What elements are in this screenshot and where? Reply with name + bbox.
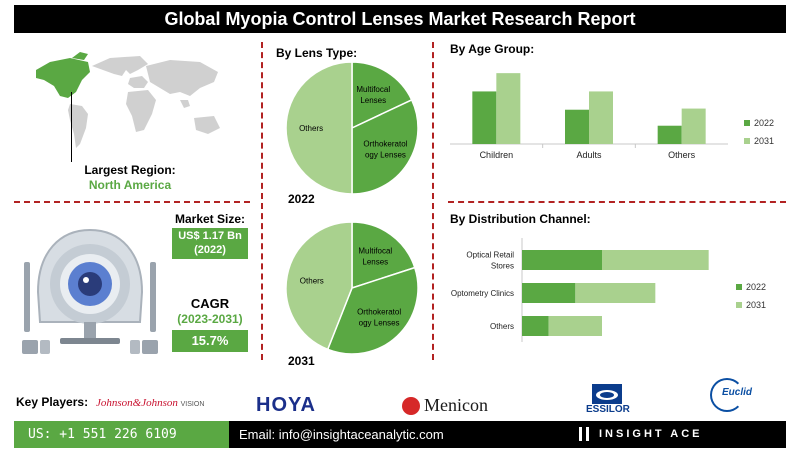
pie-2022-year: 2022	[288, 192, 315, 206]
legend-label: 2031	[746, 300, 766, 310]
essilor-logo-icon	[592, 384, 622, 404]
footer-bar: US: +1 551 226 6109 Email: info@insighta…	[14, 421, 786, 467]
bar	[657, 125, 682, 144]
market-size-value: US$ 1.17 Bn	[178, 230, 242, 242]
cagr-period: (2023-2031)	[177, 312, 243, 326]
footer-brand: INSIGHT ACE ANALYTIC	[559, 421, 786, 467]
cagr-label: CAGR	[190, 296, 230, 311]
jj-vision-logo: Johnson&Johnson VISION	[96, 397, 205, 409]
pie-slice-label: Multifocal Lenses	[356, 85, 390, 105]
euclid-logo: Euclid	[722, 387, 753, 398]
pie-slice	[285, 61, 353, 195]
bar	[602, 250, 709, 270]
largest-region-label: Largest Region:	[84, 163, 176, 177]
bar	[522, 250, 602, 270]
bar	[548, 316, 602, 336]
pie-slice	[326, 266, 419, 355]
age-group-bar-chart: Children Adults Others 2022 2031	[450, 73, 774, 160]
age-group-heading: By Age Group:	[450, 42, 535, 56]
distribution-channel-bar-chart: Optical Retail Stores Optometry Clinics Oth…	[451, 238, 766, 342]
separator-vertical-right	[432, 42, 434, 360]
pie-slice	[285, 221, 353, 351]
legend-swatch	[744, 138, 750, 144]
map-pointer-line	[71, 92, 72, 162]
category-label: Optometry Clinics	[451, 289, 514, 298]
pie-slice-label: Others	[300, 276, 324, 285]
bar	[522, 316, 549, 336]
category-label: Children	[480, 150, 514, 160]
bar	[575, 283, 656, 303]
euclid-logo-icon	[710, 378, 744, 412]
lens-type-heading: By Lens Type:	[276, 46, 358, 60]
pie-2031-year: 2031	[288, 354, 315, 368]
largest-region-value: North America	[88, 178, 172, 192]
pie-slice-label: Orthokeratol ogy Lenses	[357, 307, 401, 327]
separator-vertical-left	[261, 42, 263, 360]
category-label: Adults	[576, 150, 602, 160]
bar	[496, 73, 521, 144]
legend-label: 2022	[746, 282, 766, 292]
market-size-box: US$ 1.17 Bn (2022)	[172, 228, 248, 259]
market-size-year: (2022)	[194, 244, 226, 256]
eye-scanner-icon	[22, 228, 158, 354]
category-label: Optical Retail Stores	[466, 251, 514, 271]
brand-logo-icon	[579, 427, 589, 442]
legend-label: 2022	[754, 118, 774, 128]
separator-horizontal-right	[448, 201, 786, 203]
cagr-value: 15.7%	[172, 330, 248, 352]
key-players-label: Key Players:	[16, 395, 89, 409]
menicon-logo: Menicon	[424, 395, 488, 415]
essilor-logo: ESSILOR	[586, 404, 630, 415]
pie-slice-label: Multifocal Lenses	[358, 246, 392, 266]
pie-chart-2031: Multifocal Lenses Orthokeratol ogy Lenses Ot…	[285, 221, 419, 355]
pie-slice	[351, 98, 419, 195]
category-label: Others	[490, 322, 514, 331]
legend-label: 2031	[754, 136, 774, 146]
bar	[522, 283, 576, 303]
market-size-label: Market Size:	[174, 212, 246, 226]
separator-horizontal-left	[14, 201, 250, 203]
bar	[472, 91, 497, 144]
category-label: Others	[668, 150, 696, 160]
pie-chart-2022: Multifocal Lenses Orthokeratol ogy Lenses Ot…	[285, 61, 419, 195]
pie-slice	[351, 61, 413, 130]
menicon-logo-icon	[402, 397, 420, 415]
bar	[565, 109, 589, 144]
footer-phone: US: +1 551 226 6109	[14, 421, 229, 448]
report-title: Global Myopia Control Lenses Market Rese…	[14, 5, 786, 33]
footer-email: Email: info@insightaceanalytic.com	[229, 421, 559, 448]
bar	[681, 108, 706, 144]
pie-slice	[351, 221, 416, 290]
legend-swatch	[736, 284, 742, 290]
distribution-heading: By Distribution Channel:	[450, 212, 591, 226]
pie-slice-label: Orthokeratol ogy Lenses	[363, 140, 407, 160]
legend-swatch	[736, 302, 742, 308]
legend-swatch	[744, 120, 750, 126]
pie-slice-label: Others	[299, 124, 323, 133]
world-map	[36, 52, 220, 148]
bar	[589, 91, 613, 144]
hoya-logo: HOYA	[256, 394, 316, 416]
